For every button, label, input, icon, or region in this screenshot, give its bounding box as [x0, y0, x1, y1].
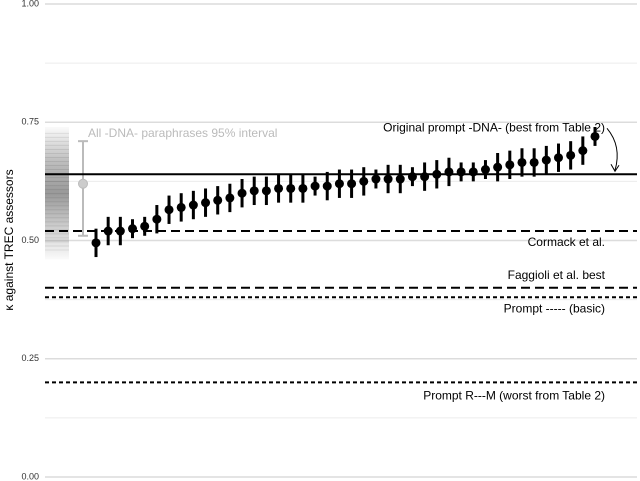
point: [541, 155, 551, 165]
point: [128, 224, 138, 234]
point: [91, 238, 101, 248]
annotation-arrow: [606, 127, 618, 171]
reference-label: Prompt R---M (worst from Table 2): [423, 389, 605, 403]
point: [274, 183, 284, 193]
point: [383, 174, 393, 184]
paraphrase-point: [78, 178, 88, 189]
point: [553, 153, 563, 163]
point: [140, 221, 150, 231]
point: [359, 176, 369, 186]
point: [322, 181, 332, 191]
point: [529, 157, 539, 167]
point: [371, 174, 381, 184]
point: [201, 198, 211, 208]
point: [590, 131, 600, 141]
y-tick-label: 0.00: [21, 471, 39, 481]
point: [444, 167, 454, 177]
point: [286, 183, 296, 193]
point: [480, 165, 490, 175]
y-tick-label: 0.50: [21, 235, 39, 245]
point: [517, 157, 527, 167]
point: [225, 193, 235, 203]
point: [456, 167, 466, 177]
point: [468, 167, 478, 177]
point: [115, 226, 125, 236]
point: [347, 179, 357, 189]
point: [566, 150, 576, 160]
point: [298, 183, 308, 193]
reference-label: Faggioli et al. best: [508, 268, 606, 282]
point: [237, 188, 247, 198]
paraphrase-label: All -DNA- paraphrases 95% interval: [88, 126, 277, 140]
point: [164, 205, 174, 215]
point: [578, 146, 588, 156]
point: [493, 162, 503, 172]
point: [103, 226, 113, 236]
point: [395, 174, 405, 184]
reference-label: Original prompt -DNA- (best from Table 2…: [383, 120, 605, 134]
point: [310, 181, 320, 191]
point: [420, 172, 430, 182]
point: [432, 169, 442, 179]
y-tick-label: 1.00: [21, 0, 39, 8]
paraphrase-density: [45, 126, 69, 260]
reference-label: Cormack et al.: [528, 235, 605, 249]
point: [407, 172, 417, 182]
y-tick-label: 0.25: [21, 353, 39, 363]
point: [249, 186, 259, 196]
point: [505, 160, 515, 170]
y-tick-label: 0.75: [21, 117, 39, 127]
y-axis-label: κ against TREC assessors: [2, 169, 16, 310]
reference-label: Prompt ----- (basic): [504, 301, 605, 315]
annotation-arrowhead: [610, 164, 620, 173]
point: [213, 195, 223, 205]
point: [261, 186, 271, 196]
point: [152, 214, 162, 224]
point: [176, 202, 186, 212]
point: [334, 179, 344, 189]
point: [188, 200, 198, 210]
